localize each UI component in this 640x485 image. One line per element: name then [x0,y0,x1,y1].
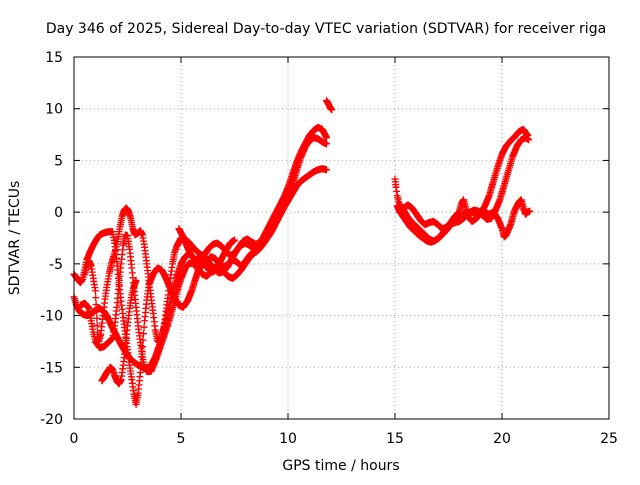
series-6 [175,225,238,276]
y-tick-label: -15 [40,360,63,376]
y-tick-label: -10 [40,309,63,325]
data-point [92,307,100,315]
data-point [323,166,331,174]
x-tick-label: 5 [177,431,186,447]
y-tick-label: -5 [49,257,63,273]
x-tick-label: 0 [70,431,79,447]
data-point [93,321,101,329]
data-point [140,323,148,331]
x-tick-label: 15 [386,431,404,447]
data-series [70,96,534,409]
series-1 [70,123,331,372]
y-tick-label: 10 [45,102,63,118]
series-5 [98,276,140,388]
y-tick-label: 15 [45,50,63,66]
data-point [323,140,331,148]
y-tick-label: 0 [54,205,63,221]
data-point [525,136,533,144]
series-7 [323,96,336,114]
data-point [92,294,100,302]
x-axis-label: GPS time / hours [282,458,399,474]
data-point [132,276,140,284]
x-tick-label: 20 [493,431,511,447]
data-point [231,236,238,244]
series-10 [395,196,534,241]
y-axis-label: SDTVAR / TECUs [7,181,23,296]
plot-frame [73,56,610,420]
y-tick-label: 5 [54,153,63,169]
x-tick-label: 25 [600,431,618,447]
data-point [93,314,101,322]
data-point [526,207,534,215]
data-point [140,330,148,338]
x-tick-label: 10 [279,431,297,447]
data-point [323,134,331,142]
y-tick-label: -20 [40,412,63,428]
data-point [92,301,100,309]
data-point [91,287,99,295]
chart-title: Day 346 of 2025, Sidereal Day-to-day VTE… [46,21,606,37]
data-point [328,106,336,114]
